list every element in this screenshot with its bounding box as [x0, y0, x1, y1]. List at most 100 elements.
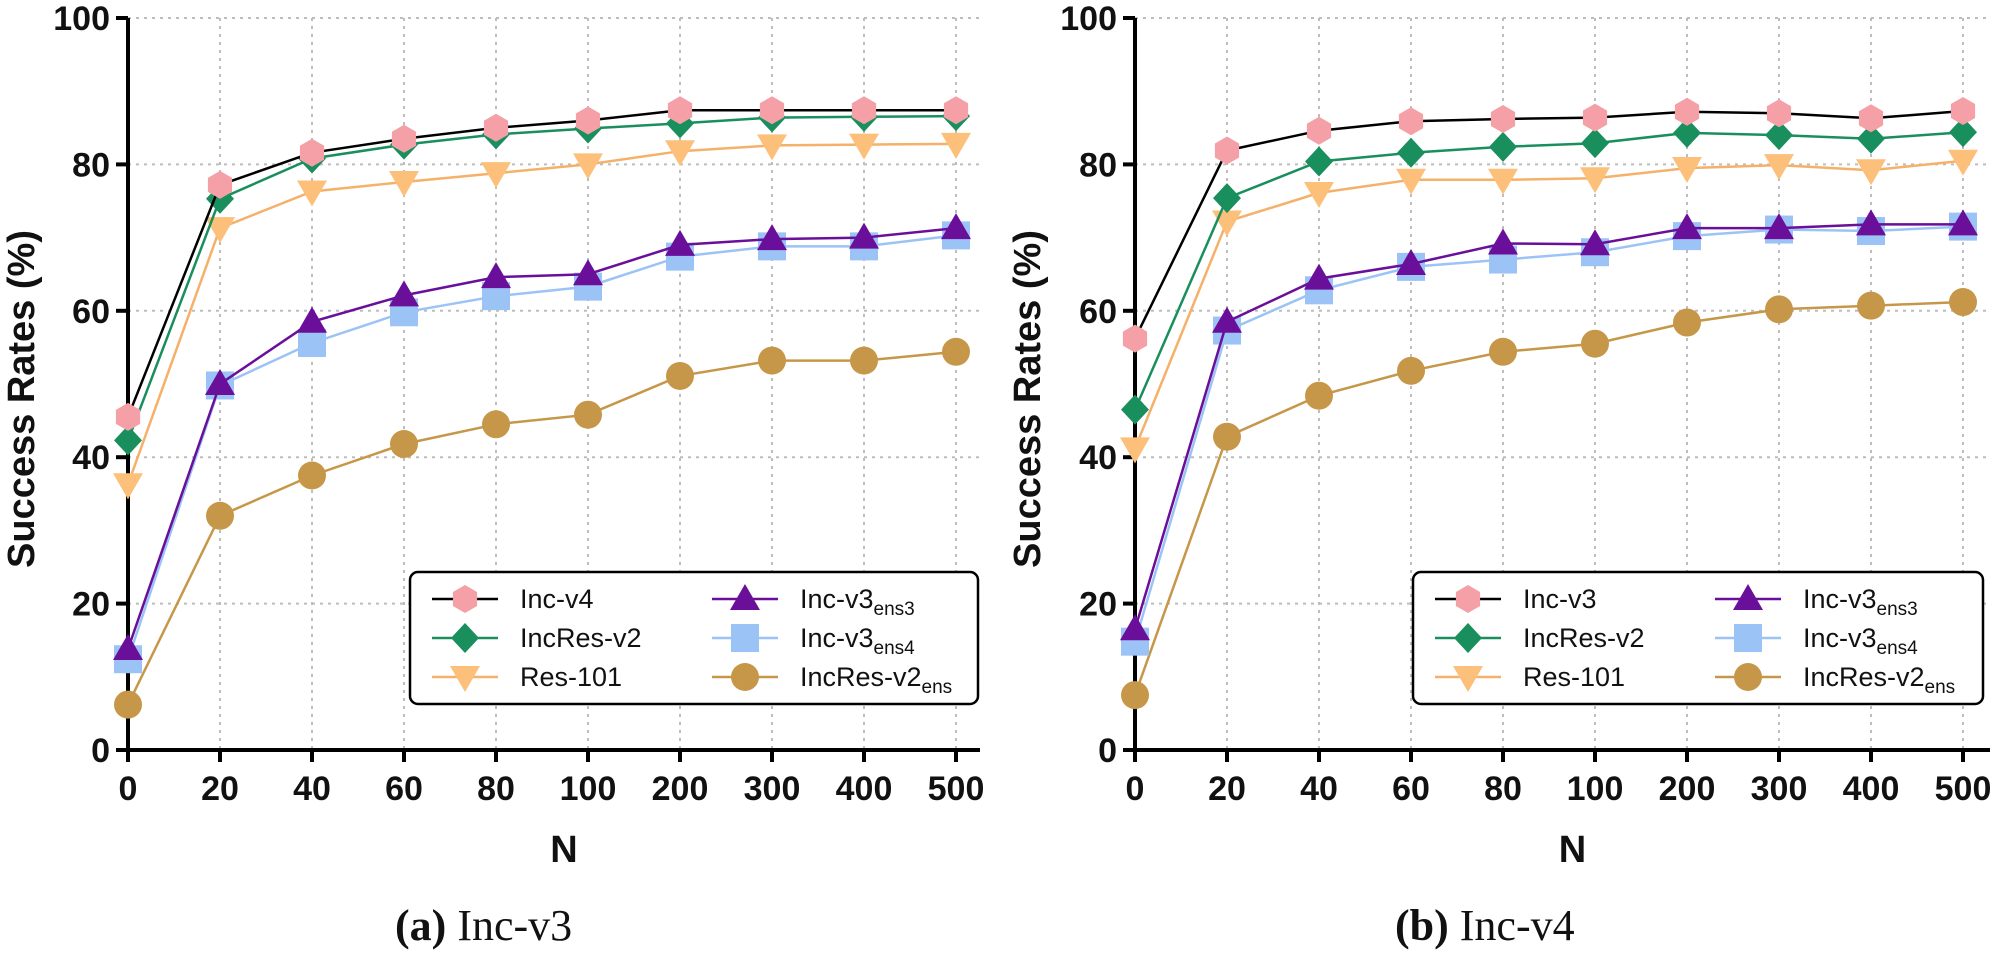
- legend-marker: [1733, 584, 1763, 610]
- data-point: [1673, 308, 1701, 337]
- chart-panel-2: 0 20 40 60 80 100 0 20 40 60 80 100 200 300 400 500 N Suc…: [1007, 0, 1991, 950]
- y-tick-label: 20: [1079, 586, 1117, 624]
- data-point: [1672, 213, 1702, 240]
- legend-item: Inc-v4: [432, 584, 594, 614]
- x-tick-label: 60: [1392, 770, 1430, 808]
- x-tick-label: 300: [1751, 770, 1808, 808]
- data-point: [1764, 213, 1794, 240]
- data-point: [113, 633, 143, 660]
- series-res-101: [113, 132, 971, 500]
- data-point: [113, 473, 143, 500]
- series-incres-v2: [114, 101, 970, 456]
- x-tick-label: 20: [201, 770, 239, 808]
- data-point: [1581, 128, 1609, 159]
- data-point: [1396, 248, 1426, 275]
- series-inc-v3-ens3: [113, 213, 971, 660]
- legend-marker: [1734, 663, 1762, 691]
- data-point: [1580, 229, 1610, 256]
- data-point: [205, 217, 235, 244]
- legend: Inc-v4IncRes-v2Res-101Inc-v3ens3Inc-v3en…: [408, 570, 980, 706]
- x-tick-label: 20: [1208, 770, 1246, 808]
- data-point: [481, 162, 511, 189]
- legend-item: Inc-v3: [1435, 584, 1597, 614]
- series-incres-v2-ens: [114, 337, 970, 719]
- data-point: [759, 96, 785, 125]
- data-point: [1765, 120, 1793, 151]
- data-point: [942, 337, 970, 366]
- legend-marker: [1734, 624, 1762, 652]
- series-line: [1133, 109, 1964, 340]
- data-point: [389, 170, 419, 197]
- legend-marker: [450, 666, 480, 692]
- data-point: [1305, 381, 1333, 410]
- legend: Inc-v3IncRes-v2Res-101Inc-v3ens3Inc-v3en…: [1411, 570, 1985, 706]
- data-point: [299, 138, 325, 167]
- series-incres-v2: [1121, 117, 1977, 425]
- legend-label: Inc-v4: [520, 584, 594, 614]
- data-point: [1856, 209, 1886, 236]
- series-res-101: [1120, 149, 1978, 464]
- data-point: [298, 329, 326, 358]
- series-line: [126, 234, 957, 660]
- data-point: [850, 346, 878, 375]
- x-tick-label: 400: [1843, 770, 1900, 808]
- data-point: [1673, 117, 1701, 148]
- data-point: [297, 306, 327, 333]
- legend-box: [408, 570, 980, 706]
- series-incres-v2-ens: [1121, 288, 1977, 710]
- data-point: [1490, 105, 1516, 133]
- x-tick-label: 500: [928, 770, 985, 808]
- data-point: [1489, 131, 1517, 162]
- x-tick-label: 200: [652, 770, 709, 808]
- x-tick-label: 500: [1935, 770, 1992, 808]
- y-axis-title: Success Rates (%): [1, 230, 43, 568]
- data-point: [1214, 136, 1240, 165]
- data-point: [1304, 263, 1334, 290]
- legend-box: [1411, 570, 1985, 706]
- data-point: [1121, 681, 1149, 710]
- data-point: [391, 124, 417, 153]
- legend-label: IncRes-v2: [1523, 623, 1645, 653]
- y-tick-label: 40: [72, 439, 110, 477]
- data-point: [758, 346, 786, 375]
- data-point: [1765, 295, 1793, 324]
- data-point: [1580, 167, 1610, 194]
- data-point: [574, 400, 602, 429]
- data-point: [1764, 154, 1794, 181]
- series-inc-v4: [115, 96, 969, 431]
- series-line: [126, 114, 957, 441]
- data-point: [1304, 181, 1334, 208]
- data-point: [1856, 159, 1886, 186]
- data-point: [482, 410, 510, 439]
- data-point: [943, 96, 969, 125]
- data-point: [1397, 356, 1425, 385]
- data-point: [1397, 137, 1425, 168]
- data-point: [1489, 337, 1517, 366]
- data-point: [1398, 107, 1424, 136]
- legend-marker: [730, 584, 760, 610]
- chart-panel-1: 0 20 40 60 80 100 0 20 40 60 80 100 200 300 400 500 N Suc…: [1, 0, 984, 950]
- x-tick-label: 80: [477, 770, 515, 808]
- data-point: [1213, 422, 1241, 451]
- x-axis-title: N: [1559, 829, 1586, 871]
- y-axis-title: Success Rates (%): [1007, 230, 1049, 568]
- data-point: [849, 222, 879, 249]
- data-point: [941, 213, 971, 240]
- data-point: [207, 170, 233, 199]
- data-point: [665, 140, 695, 167]
- data-point: [849, 133, 879, 160]
- legend-item: IncRes-v2: [432, 623, 642, 653]
- data-point: [389, 280, 419, 307]
- legend-marker: [731, 624, 759, 652]
- data-point: [297, 180, 327, 207]
- y-tick-label: 100: [1060, 0, 1117, 38]
- data-point: [1122, 324, 1148, 353]
- x-tick-label: 0: [1126, 770, 1145, 808]
- data-point: [1766, 99, 1792, 128]
- data-point: [757, 224, 787, 251]
- data-point: [1582, 103, 1608, 132]
- y-tick-label: 40: [1079, 439, 1117, 477]
- series-line: [1133, 223, 1963, 630]
- data-point: [1121, 394, 1149, 425]
- y-tick-label: 20: [72, 586, 110, 624]
